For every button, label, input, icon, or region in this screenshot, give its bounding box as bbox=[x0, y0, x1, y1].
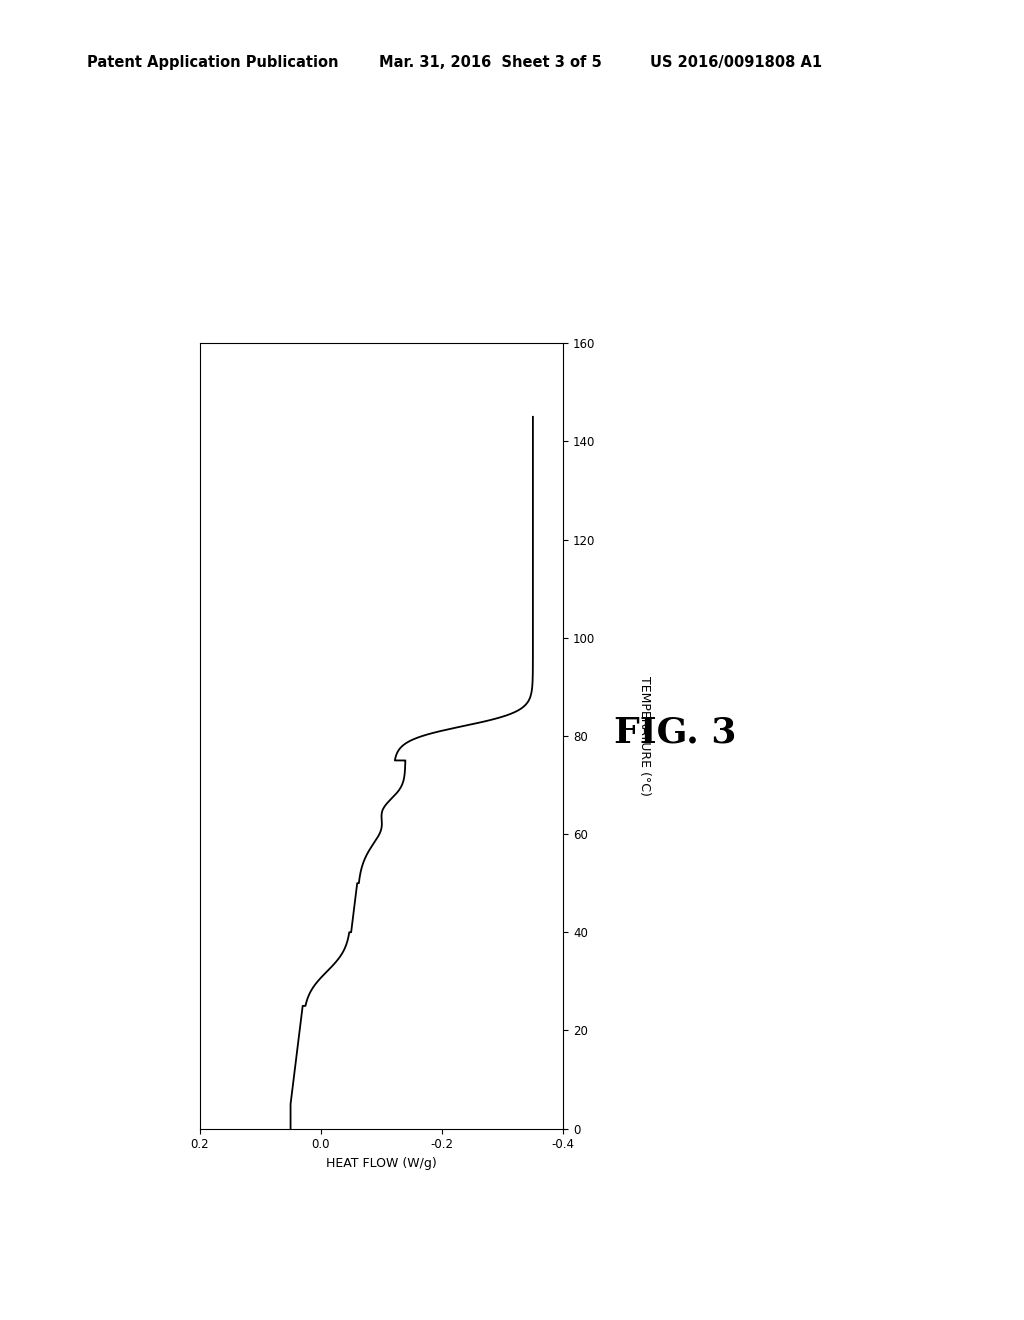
X-axis label: HEAT FLOW (W/g): HEAT FLOW (W/g) bbox=[326, 1156, 437, 1170]
Text: Mar. 31, 2016  Sheet 3 of 5: Mar. 31, 2016 Sheet 3 of 5 bbox=[379, 55, 602, 70]
Text: Patent Application Publication: Patent Application Publication bbox=[87, 55, 339, 70]
Text: FIG. 3: FIG. 3 bbox=[614, 715, 737, 750]
Y-axis label: TEMPERATURE (°C): TEMPERATURE (°C) bbox=[638, 676, 651, 796]
Text: US 2016/0091808 A1: US 2016/0091808 A1 bbox=[650, 55, 822, 70]
